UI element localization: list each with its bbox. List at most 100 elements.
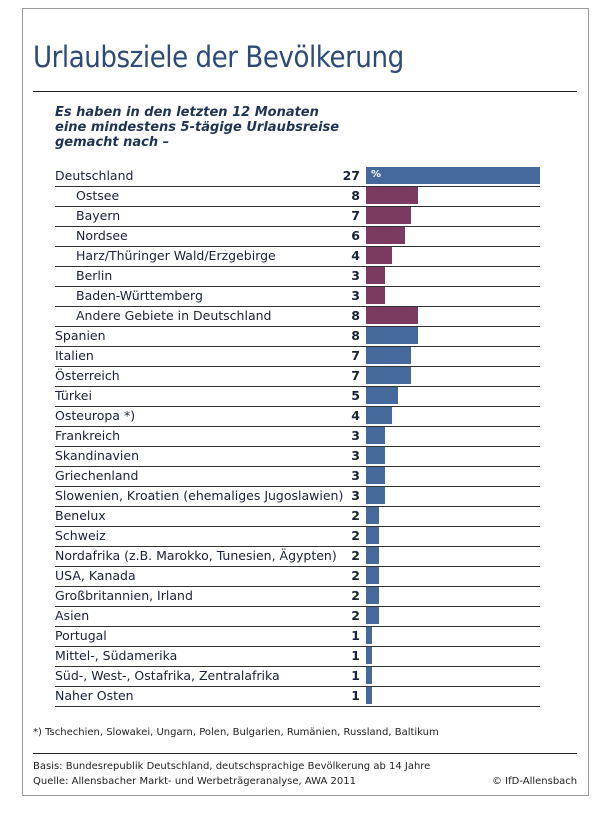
- bar: [366, 207, 412, 224]
- bar: [366, 367, 412, 384]
- value-label: 2: [351, 588, 360, 603]
- value-label: 1: [351, 688, 360, 703]
- chart-frame: [22, 8, 589, 796]
- category-label: Deutschland: [55, 168, 134, 183]
- value-label: 6: [351, 228, 360, 243]
- bar-row: Osteuropa *) 4: [55, 406, 540, 427]
- bar-row: Berlin 3: [55, 266, 540, 287]
- bar: [366, 447, 386, 464]
- bar-row: Slowenien, Kroatien (ehemaliges Jugoslaw…: [55, 486, 540, 507]
- category-label: Skandinavien: [55, 448, 140, 463]
- bar: [366, 247, 392, 264]
- bar: [366, 587, 379, 604]
- value-label: 3: [351, 428, 360, 443]
- bar-row: Nordsee 6: [55, 226, 540, 247]
- category-label: Baden-Württemberg: [76, 288, 203, 303]
- bar: [366, 567, 379, 584]
- category-label: Italien: [55, 348, 94, 363]
- category-label: Österreich: [55, 368, 120, 383]
- bar: [366, 327, 418, 344]
- category-label: Benelux: [55, 508, 106, 523]
- footer-divider: [33, 753, 577, 754]
- bar: [366, 667, 373, 684]
- bar-row: Frankreich 3: [55, 426, 540, 447]
- value-label: 4: [351, 248, 360, 263]
- category-label: Mittel-, Südamerika: [55, 648, 178, 663]
- bar: [366, 307, 418, 324]
- category-label: Osteuropa *): [55, 408, 136, 423]
- chart-title: Urlaubsziele der Bevölkerung: [33, 40, 404, 74]
- bar: [366, 427, 386, 444]
- bar-row: Türkei 5: [55, 386, 540, 407]
- unit-label: %: [371, 169, 382, 180]
- bar: [366, 167, 540, 184]
- value-label: 8: [351, 188, 360, 203]
- category-label: Andere Gebiete in Deutschland: [76, 308, 272, 323]
- basis-note: Basis: Bundesrepublik Deutschland, deuts…: [33, 761, 431, 772]
- bar: [366, 647, 373, 664]
- value-label: 1: [351, 628, 360, 643]
- category-label: Griechenland: [55, 468, 139, 483]
- bar-row: Harz/Thüringer Wald/Erzgebirge 4: [55, 246, 540, 267]
- category-label: Portugal: [55, 628, 107, 643]
- bar: [366, 267, 386, 284]
- value-label: 2: [351, 528, 360, 543]
- category-label: Slowenien, Kroatien (ehemaliges Jugoslaw…: [55, 488, 344, 503]
- bar: [366, 407, 392, 424]
- bar-row: Portugal 1: [55, 626, 540, 647]
- bar-row: Naher Osten 1: [55, 686, 540, 707]
- category-label: Berlin: [76, 268, 113, 283]
- category-label: Türkei: [55, 388, 92, 403]
- category-label: Nordsee: [76, 228, 128, 243]
- value-label: 2: [351, 548, 360, 563]
- bar-row: Skandinavien 3: [55, 446, 540, 467]
- title-divider: [33, 91, 577, 92]
- category-label: Naher Osten: [55, 688, 134, 703]
- category-label: Harz/Thüringer Wald/Erzgebirge: [76, 248, 276, 263]
- value-label: 4: [351, 408, 360, 423]
- bar-row: Benelux 2: [55, 506, 540, 527]
- value-label: 3: [351, 468, 360, 483]
- bar-row: Italien 7: [55, 346, 540, 367]
- bar-row: Schweiz 2: [55, 526, 540, 547]
- chart-subtitle: Es haben in den letzten 12 Monaten eine …: [55, 105, 340, 150]
- bar: [366, 487, 386, 504]
- value-label: 8: [351, 308, 360, 323]
- copyright: © IfD-Allensbach: [492, 776, 578, 787]
- bar-row: Großbritannien, Irland 2: [55, 586, 540, 607]
- bar-row: Süd-, West-, Ostafrika, Zentralafrika 1: [55, 666, 540, 687]
- bar-row: Griechenland 3: [55, 466, 540, 487]
- category-label: Schweiz: [55, 528, 106, 543]
- bar-row: Deutschland 27%: [55, 166, 540, 187]
- value-label: 7: [351, 348, 360, 363]
- bar-row: Ostsee 8: [55, 186, 540, 207]
- bar: [366, 627, 373, 644]
- value-label: 2: [351, 508, 360, 523]
- bar-row: USA, Kanada 2: [55, 566, 540, 587]
- category-label: Spanien: [55, 328, 106, 343]
- value-label: 8: [351, 328, 360, 343]
- value-label: 1: [351, 668, 360, 683]
- value-label: 5: [351, 388, 360, 403]
- bar: [366, 687, 373, 704]
- value-label: 7: [351, 208, 360, 223]
- category-label: Asien: [55, 608, 90, 623]
- bar-row: Andere Gebiete in Deutschland 8: [55, 306, 540, 327]
- bar-row: Spanien 8: [55, 326, 540, 347]
- bar: [366, 527, 379, 544]
- value-label: 3: [351, 268, 360, 283]
- bar-row: Asien 2: [55, 606, 540, 627]
- bar: [366, 387, 399, 404]
- category-label: Nordafrika (z.B. Marokko, Tunesien, Ägyp…: [55, 548, 337, 563]
- value-label: 27: [342, 168, 360, 183]
- category-label: Bayern: [76, 208, 121, 223]
- bar: [366, 507, 379, 524]
- category-label: Süd-, West-, Ostafrika, Zentralafrika: [55, 668, 280, 683]
- value-label: 2: [351, 608, 360, 623]
- value-label: 1: [351, 648, 360, 663]
- bar-row: Mittel-, Südamerika 1: [55, 646, 540, 667]
- bar: [366, 547, 379, 564]
- source-note: Quelle: Allensbacher Markt- und Werbeträ…: [33, 776, 356, 787]
- value-label: 3: [351, 288, 360, 303]
- bar-row: Nordafrika (z.B. Marokko, Tunesien, Ägyp…: [55, 546, 540, 567]
